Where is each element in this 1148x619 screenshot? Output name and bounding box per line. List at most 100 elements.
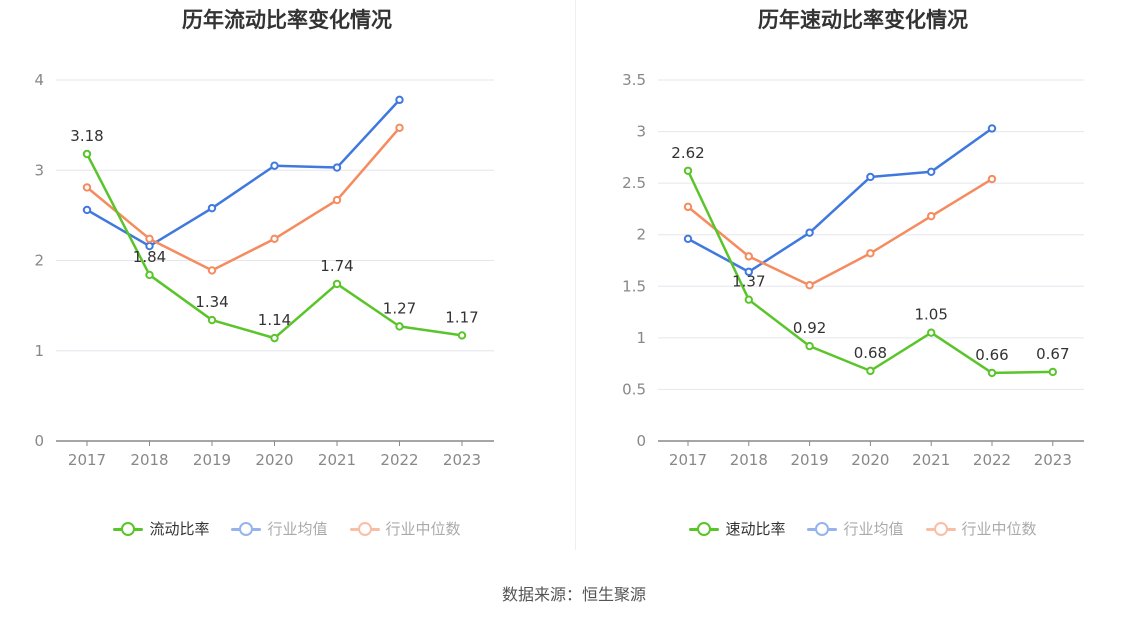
data-point [395,95,404,105]
data-point [332,279,342,289]
y-tick-label: 3 [34,161,44,179]
data-point [744,295,754,304]
legend-item[interactable]: 行业均值 [807,518,904,539]
x-tick-label: 2022 [973,451,1011,469]
data-point [457,331,467,340]
data-point [270,234,279,244]
chart-legend: 流动比率 行业均值 行业中位数 [0,518,574,539]
data-label: 1.05 [914,306,947,324]
data-source-note: 数据来源：恒生聚源 [501,585,646,604]
y-tick-label: 1 [34,342,44,360]
data-point [927,328,936,337]
data-point [987,174,997,184]
data-point [332,195,342,205]
x-tick-label: 2021 [912,451,950,469]
legend-item[interactable]: 流动比率 [113,518,209,539]
legend-label: 行业中位数 [961,520,1037,538]
y-tick-label: 0.5 [622,380,646,398]
x-tick-label: 2017 [68,451,106,469]
y-tick-label: 0 [636,432,646,450]
legend-marker-icon [231,521,262,537]
series-line [86,127,401,272]
x-tick-label: 2018 [130,451,168,469]
data-point [866,366,875,376]
chart-title: 历年速动比率变化情况 [758,8,968,32]
data-point [987,368,997,378]
data-point [332,163,342,172]
legend-item[interactable]: 行业中位数 [925,518,1037,539]
legend-marker-icon [925,521,956,537]
panel-divider [575,0,576,550]
data-point [145,234,154,244]
legend-item[interactable]: 速动比率 [689,518,785,539]
legend-label: 行业均值 [267,520,328,538]
data-point [927,167,936,176]
legend-label: 流动比率 [149,520,210,538]
data-label: 1.74 [320,257,353,275]
data-point [683,234,693,244]
legend-label: 行业均值 [843,520,904,538]
x-tick-label: 2018 [730,451,768,469]
y-tick-label: 1 [636,329,646,347]
data-point [207,266,217,275]
legend-label: 速动比率 [725,520,786,538]
quick-ratio-chart-panel: 历年速动比率变化情况 0 0.5 1 1.5 2 2.5 3 3.5 2017 2018 2019 2… [576,0,1148,560]
data-point [82,205,92,215]
data-point [395,322,404,331]
data-point [82,149,92,159]
x-tick-label: 2017 [669,451,707,469]
data-label: 0.92 [793,319,826,337]
y-tick-label: 2.5 [622,174,646,192]
data-label: 1.17 [445,308,478,326]
data-point [866,249,875,258]
data-point [805,341,814,351]
data-point [927,211,936,221]
quick-ratio-chart: 0 0.5 1 1.5 2 2.5 3 3.5 2017 2018 2019 2020 2021 2022… [622,71,1084,469]
y-tick-label: 2 [636,226,646,244]
chart-legend: 速动比率 行业均值 行业中位数 [576,518,1148,539]
x-tick-label: 2023 [1034,451,1072,469]
current-ratio-chart-panel: 历年流动比率变化情况 0 1 2 3 4 2017 2018 2019 2020 2021 2022… [0,0,574,560]
data-point [207,203,217,213]
data-label: 1.14 [258,311,291,329]
data-label: 1.34 [195,293,228,311]
series-line [687,177,993,287]
data-label: 0.67 [1036,345,1069,363]
data-label: 1.84 [133,248,166,266]
data-point [683,202,693,212]
data-label: 1.37 [732,273,765,291]
data-point [207,315,217,325]
data-point [395,123,404,133]
y-tick-label: 0 [34,432,44,450]
legend-marker-icon [807,521,838,537]
data-point [987,124,997,133]
x-tick-label: 2021 [318,451,356,469]
data-point [270,161,279,170]
current-ratio-chart: 0 1 2 3 4 2017 2018 2019 2020 2021 2022 2023 3.18 1.8… [34,71,494,469]
legend-marker-icon [689,521,720,537]
legend-item[interactable]: 行业均值 [231,518,328,539]
data-point [805,281,814,290]
data-label: 0.68 [854,344,887,362]
y-tick-label: 3.5 [622,71,646,89]
data-point [145,270,154,280]
x-tick-label: 2023 [443,451,481,469]
legend-marker-icon [113,521,144,537]
legend-marker-icon [349,521,380,537]
x-tick-label: 2022 [380,451,418,469]
y-tick-label: 1.5 [622,277,646,295]
legend-item[interactable]: 行业中位数 [349,518,461,539]
data-label: 0.66 [975,346,1008,364]
data-label: 1.27 [383,299,416,317]
y-tick-label: 4 [34,71,44,89]
x-tick-label: 2020 [851,451,889,469]
y-tick-label: 2 [34,252,44,270]
y-tick-label: 3 [636,123,646,141]
x-tick-label: 2020 [255,451,293,469]
x-tick-label: 2019 [193,451,231,469]
series-line [86,99,401,248]
data-point [866,172,875,182]
data-label: 3.18 [70,127,103,145]
data-point [744,252,754,261]
data-point [744,267,754,277]
